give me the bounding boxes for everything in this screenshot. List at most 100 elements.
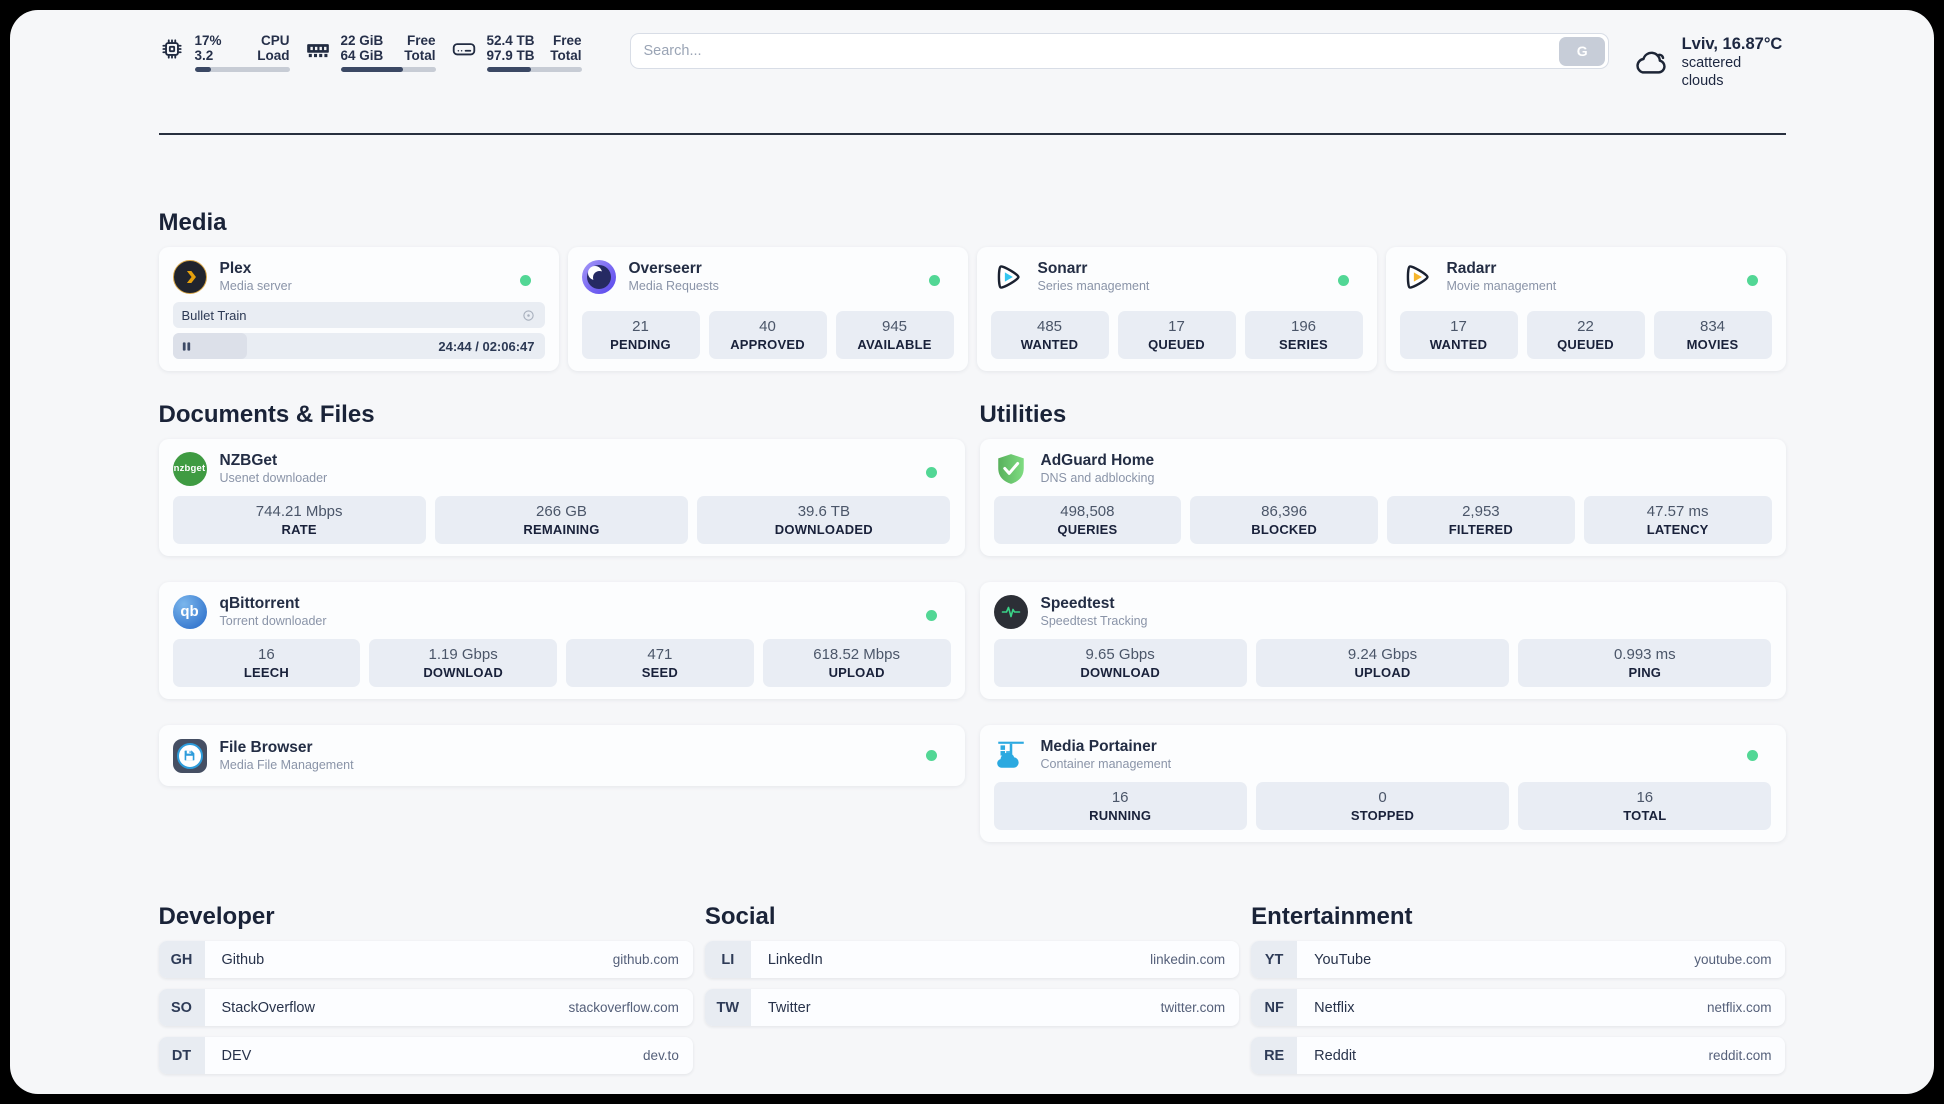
tile-label: RATE (281, 522, 317, 537)
card-sonarr[interactable]: Sonarr Series management 485 WANTED 17 Q… (976, 247, 1377, 371)
card-nzbget[interactable]: nzbget NZBGet Usenet downloader 744.21 M… (158, 439, 965, 556)
app-title: Overseerr (628, 260, 702, 277)
card-overseerr[interactable]: Overseerr Media Requests 21 PENDING 40 A… (567, 247, 968, 371)
tile-label: RUNNING (1089, 808, 1152, 823)
app-subtitle: Usenet downloader (219, 471, 328, 485)
card-qbittorrent[interactable]: qb qBittorrent Torrent downloader 16 LEE… (158, 582, 965, 699)
search-input[interactable] (643, 43, 1552, 59)
app-subtitle: Media server (219, 279, 292, 293)
tile-rate: 744.21 Mbps RATE (172, 496, 426, 544)
playback-progress-fill (172, 333, 247, 359)
tile-value: 2,953 (1462, 503, 1500, 520)
app-title: Speedtest (1040, 595, 1115, 612)
link-name: Netflix (1314, 999, 1355, 1016)
disk-free-value: 52.4 TB (486, 33, 535, 48)
app-subtitle: DNS and adblocking (1040, 471, 1155, 485)
tile-label: PENDING (610, 337, 671, 352)
tile-running: 16 RUNNING (993, 782, 1247, 830)
link-url: twitter.com (1160, 1000, 1226, 1015)
cloud-icon (1636, 51, 1666, 74)
search-engine-button[interactable]: G (1559, 36, 1606, 66)
card-portainer[interactable]: Media Portainer Container management 16 … (979, 725, 1786, 842)
section-heading-social: Social (704, 903, 776, 930)
link-abbr: NF (1251, 989, 1298, 1026)
tile-value: 86,396 (1261, 503, 1308, 520)
card-plex[interactable]: Plex Media server Bullet Train (158, 247, 559, 371)
tile-wanted: 485 WANTED (990, 311, 1109, 359)
link-row-dev[interactable]: DT DEV dev.to (158, 1037, 693, 1074)
tile-label: WANTED (1429, 337, 1488, 352)
status-dot (1337, 275, 1349, 286)
link-row-twitter[interactable]: TW Twitter twitter.com (704, 989, 1240, 1026)
tile-label: QUERIES (1057, 522, 1118, 537)
header: 17% CPU 3.2 Load (159, 10, 1786, 90)
tile-seed: 471 SEED (566, 639, 754, 687)
app-title: Radarr (1446, 260, 1497, 277)
nzbget-icon: nzbget (172, 451, 207, 486)
plex-icon (172, 259, 207, 294)
app-subtitle: Media Requests (628, 279, 719, 293)
link-name: DEV (221, 1047, 252, 1064)
link-row-reddit[interactable]: RE Reddit reddit.com (1251, 1037, 1786, 1074)
tile-label: DOWNLOAD (1080, 665, 1160, 680)
status-dot (925, 610, 937, 621)
tile-label: TOTAL (1623, 808, 1667, 823)
disk-widget: 52.4 TB Free 97.9 TB Total (451, 33, 582, 72)
pause-icon (182, 341, 190, 351)
section-documents: Documents & Files nzbget NZBGet Usenet d… (158, 401, 965, 842)
link-abbr: LI (704, 941, 751, 978)
section-entertainment: Entertainment YT YouTube youtube.com NF … (1251, 903, 1786, 1074)
tile-label: DOWNLOAD (423, 665, 503, 680)
session-target-icon[interactable] (521, 308, 536, 323)
app-title: Media Portainer (1040, 738, 1157, 755)
portainer-icon (996, 741, 1024, 768)
link-url: github.com (612, 952, 679, 967)
link-url: reddit.com (1708, 1048, 1772, 1063)
tile-label: STOPPED (1350, 808, 1415, 823)
link-row-netflix[interactable]: NF Netflix netflix.com (1251, 989, 1786, 1026)
tile-value: 485 (1036, 318, 1063, 335)
weather-condition: scattered clouds (1681, 55, 1742, 89)
disk-icon (452, 43, 475, 56)
tile-value: 1.19 Gbps (428, 646, 498, 663)
link-name: Reddit (1314, 1047, 1357, 1064)
tile-value: 834 (1699, 318, 1726, 335)
tile-value: 40 (759, 318, 776, 335)
link-row-github[interactable]: GH Github github.com (158, 941, 693, 978)
card-radarr[interactable]: Radarr Movie management 17 WANTED 22 QUE… (1385, 247, 1786, 371)
cpu-line1: 17% CPU (195, 33, 290, 48)
link-row-youtube[interactable]: YT YouTube youtube.com (1251, 941, 1786, 978)
section-utilities: Utilities AdGuard Home DNS and adblockin… (979, 401, 1786, 842)
tile-label: UPLOAD (828, 665, 885, 680)
ram-line1: 22 GiB Free (341, 33, 436, 48)
radarr-icon (1406, 264, 1429, 289)
tile-blocked: 86,396 BLOCKED (1190, 496, 1378, 544)
tile-label: SEED (641, 665, 678, 680)
tile-value: 17 (1168, 318, 1185, 335)
tile-label: BLOCKED (1251, 522, 1317, 537)
link-abbr: DT (158, 1037, 205, 1074)
tile-value: 17 (1450, 318, 1467, 335)
tile-download: 1.19 Gbps DOWNLOAD (369, 639, 557, 687)
cpu-usage-label: CPU (260, 33, 290, 48)
link-row-linkedin[interactable]: LI LinkedIn linkedin.com (704, 941, 1240, 978)
ram-total-value: 64 GiB (340, 48, 384, 63)
app-title: AdGuard Home (1040, 452, 1155, 469)
playback-progress-row: 24:44 / 02:06:47 (172, 333, 545, 359)
tile-label: FILTERED (1448, 522, 1513, 537)
card-adguard[interactable]: AdGuard Home DNS and adblocking 498,508 … (979, 439, 1786, 556)
tile-value: 21 (632, 318, 649, 335)
now-playing-title: Bullet Train (181, 307, 247, 323)
cpu-load-value: 3.2 (194, 48, 214, 63)
card-speedtest[interactable]: Speedtest Speedtest Tracking 9.65 Gbps D… (979, 582, 1786, 699)
cpu-line2: 3.2 Load (195, 48, 290, 63)
tile-label: WANTED (1020, 337, 1079, 352)
link-abbr: SO (158, 989, 205, 1026)
tile-queries: 498,508 QUERIES (993, 496, 1182, 544)
card-filebrowser[interactable]: File Browser Media File Management (158, 725, 965, 786)
link-name: YouTube (1314, 951, 1372, 968)
weather-widget[interactable]: Lviv, 16.87°C scattered clouds (1633, 34, 1785, 90)
link-url: stackoverflow.com (568, 1000, 679, 1015)
link-row-stackoverflow[interactable]: SO StackOverflow stackoverflow.com (158, 989, 693, 1026)
tile-value: 0.993 ms (1613, 646, 1676, 663)
